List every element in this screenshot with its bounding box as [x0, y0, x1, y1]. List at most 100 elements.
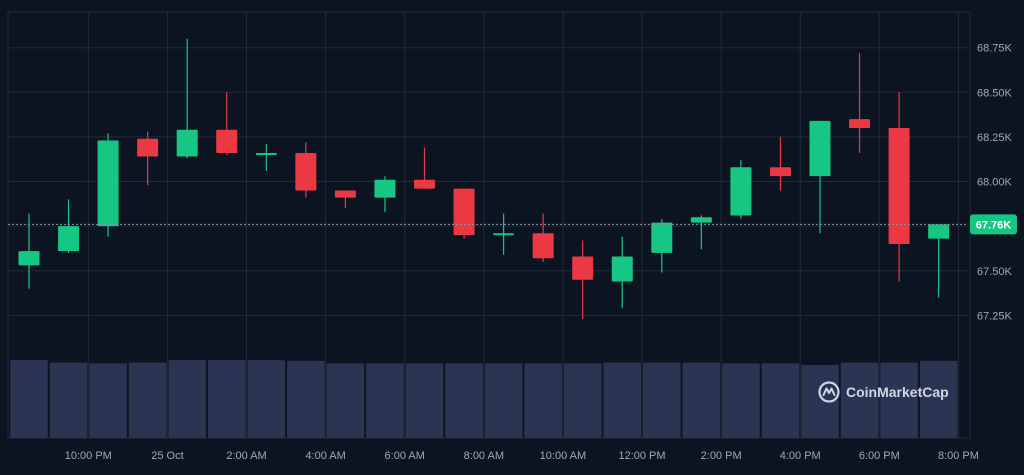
x-tick-label: 2:00 PM [701, 450, 742, 462]
brand-name: CoinMarketCap [846, 384, 949, 400]
candle [255, 144, 277, 171]
candle-body [928, 224, 950, 239]
candle [651, 219, 673, 273]
x-tick-label: 4:00 AM [305, 450, 345, 462]
candle [572, 240, 594, 319]
y-tick-label: 68.75K [977, 43, 1013, 55]
volume-bar [484, 363, 523, 438]
candle-body [769, 167, 791, 177]
candle [888, 92, 910, 282]
volume-bar [761, 363, 800, 438]
volume-bar [445, 363, 483, 438]
candle-body [334, 190, 356, 198]
x-tick-label: 8:00 PM [938, 450, 979, 462]
x-tick-label: 12:00 PM [618, 450, 665, 462]
candle [18, 213, 40, 289]
candle [809, 120, 831, 234]
candle-body [651, 222, 673, 253]
current-price-marker: 67.76K [8, 214, 1017, 235]
volume-bar [89, 363, 127, 438]
candle [176, 38, 198, 159]
watermark: CoinMarketCap [818, 381, 949, 403]
candle [216, 92, 238, 155]
volume-bar [682, 362, 721, 438]
x-tick-label: 6:00 AM [385, 450, 425, 462]
candle-body [58, 226, 80, 252]
grid-lines [7, 11, 971, 439]
candle [493, 213, 515, 255]
x-tick-label: 2:00 AM [226, 450, 266, 462]
candle-body [97, 140, 119, 227]
x-tick-label: 10:00 AM [540, 450, 586, 462]
y-axis: 68.75K 68.50K 68.25K 68.00K 67.50K 67.25K [977, 43, 1013, 323]
candle [690, 215, 712, 250]
volume-bar [168, 360, 206, 438]
candle [374, 176, 396, 212]
candle-body [176, 129, 198, 157]
x-tick-label: 4:00 PM [780, 450, 821, 462]
volume-bar [722, 363, 760, 438]
volume-bar [10, 360, 48, 438]
current-price-badge [970, 214, 1017, 235]
candle-body [532, 233, 554, 259]
candle-body [611, 256, 633, 282]
volume-bar [405, 363, 444, 438]
candle [414, 147, 435, 189]
volume-bar [643, 362, 681, 438]
y-tick-label: 67.25K [977, 310, 1013, 322]
candle [58, 199, 80, 253]
candle [769, 136, 791, 191]
volume-bar [880, 362, 918, 438]
volume-bar [207, 360, 246, 438]
candlesticks [18, 38, 950, 319]
volume-bar [603, 362, 642, 438]
y-tick-label: 67.50K [977, 266, 1013, 278]
candle-body [216, 129, 238, 153]
volume-bar [366, 363, 404, 438]
y-tick-label: 68.00K [977, 177, 1013, 189]
candle [730, 160, 752, 220]
volume-bar [840, 362, 879, 438]
volume-bar [287, 360, 325, 438]
candle [611, 236, 633, 309]
candle-body [414, 179, 435, 189]
x-tick-label: 8:00 AM [464, 450, 504, 462]
volume-bar [49, 362, 88, 438]
candle-body [137, 138, 159, 157]
volume-bar [919, 360, 958, 438]
x-axis: 10:00 PM 25 Oct 2:00 AM 4:00 AM 6:00 AM 8:00 … [65, 450, 979, 462]
candle-body [572, 256, 594, 280]
candle-body [295, 152, 317, 191]
candle-body [809, 120, 831, 177]
volume-bar [524, 363, 562, 438]
candle-body [374, 179, 396, 198]
candle-body [849, 119, 871, 128]
candle-body [18, 251, 40, 266]
candle-body [493, 233, 515, 236]
x-tick-label: 10:00 PM [65, 450, 112, 462]
candle [137, 131, 159, 186]
volume-bar [563, 363, 602, 438]
candle-body [730, 167, 752, 216]
volume-bar [326, 363, 365, 438]
coinmarketcap-logo-icon [818, 381, 840, 403]
candle [334, 190, 356, 209]
current-price-label: 67.76K [976, 219, 1012, 231]
candle [453, 188, 475, 239]
candle [849, 53, 871, 153]
candle-body [888, 128, 910, 244]
candle [928, 224, 950, 298]
candle-body [453, 188, 475, 236]
y-tick-label: 68.25K [977, 132, 1013, 144]
candle-body [690, 217, 712, 223]
volume-bar [128, 362, 167, 438]
y-tick-label: 68.50K [977, 87, 1013, 99]
candle [97, 133, 119, 237]
candle-body [255, 152, 277, 155]
candle [532, 213, 554, 262]
candle [295, 142, 317, 198]
x-tick-label: 6:00 PM [859, 450, 900, 462]
volume-bar [247, 360, 286, 438]
x-tick-label: 25 Oct [151, 450, 183, 462]
